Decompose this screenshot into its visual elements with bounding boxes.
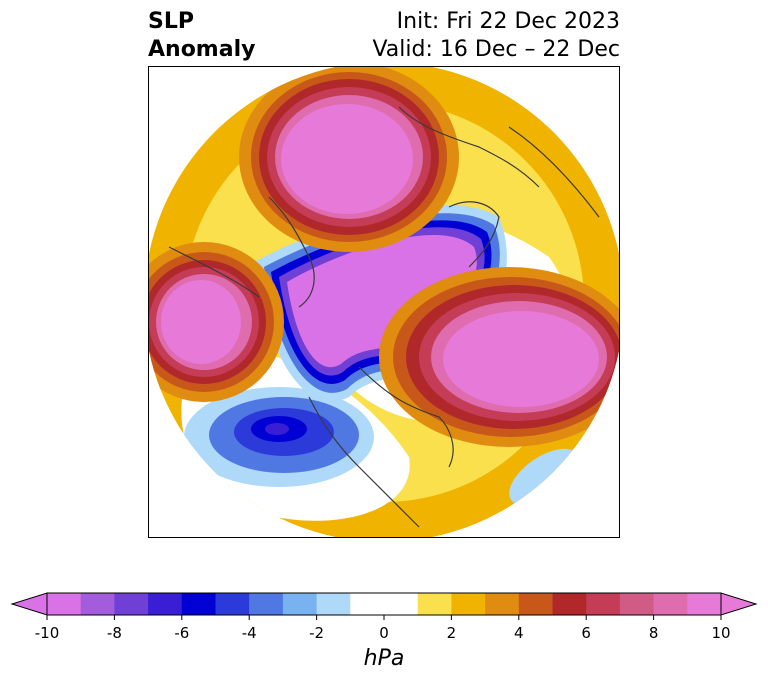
colorbar-swatch (80, 593, 115, 615)
colorbar-swatch (350, 593, 385, 615)
atlantic-high (239, 67, 459, 252)
colorbar-tick-label: -2 (309, 624, 325, 642)
colorbar-swatch (451, 593, 486, 615)
colorbar-swatch (47, 593, 82, 615)
colorbar-extend-high (720, 592, 758, 616)
map-title: SLP Anomaly (148, 8, 255, 64)
colorbar-swatch (282, 593, 318, 615)
anomaly-field (149, 67, 619, 537)
title-line-1: SLP (148, 9, 194, 34)
title-line-2: Anomaly (148, 37, 256, 62)
colorbar-swatch (384, 593, 419, 615)
colorbar-swatch (485, 593, 520, 615)
colorbar-unit-label: hPa (363, 646, 405, 671)
colorbar-swatch (215, 593, 250, 615)
colorbar-tick-label: -4 (241, 624, 257, 642)
init-date-label: Init: Fri 22 Dec 2023 (396, 9, 620, 34)
colorbar (10, 592, 758, 620)
colorbar-swatch (552, 593, 587, 615)
valid-range-label: Valid: 16 Dec – 22 Dec (372, 37, 620, 62)
colorbar-swatch (181, 593, 216, 615)
colorbar-swatch (249, 593, 284, 615)
colorbar-tick-label: 0 (379, 624, 389, 642)
colorbar-swatch (148, 593, 183, 615)
canada-low (184, 387, 374, 487)
colorbar-swatch (687, 593, 722, 615)
map-panel (148, 66, 620, 538)
colorbar-tick-label: -10 (34, 624, 60, 642)
colorbar-swatch (114, 593, 149, 615)
colorbar-swatch (619, 593, 655, 615)
colorbar-swatch (518, 593, 553, 615)
colorbar-tick-label: -8 (106, 624, 122, 642)
colorbar-extend-low (10, 592, 48, 616)
colorbar-tick-label: -6 (174, 624, 190, 642)
colorbar-tick-label: 2 (446, 624, 457, 642)
pacific-high (149, 242, 284, 402)
map-subtitle: Init: Fri 22 Dec 2023 Valid: 16 Dec – 22… (372, 8, 620, 64)
colorbar-swatch (417, 593, 452, 615)
colorbar-swatch (316, 593, 351, 615)
colorbar-swatch (586, 593, 621, 615)
colorbar-tick-label: 4 (514, 624, 524, 642)
colorbar-tick-label: 8 (648, 624, 659, 642)
coastlines (168, 106, 600, 528)
colorbar-tick-label: 6 (581, 624, 591, 642)
siberian-high (379, 267, 619, 447)
anomaly-map (149, 67, 619, 537)
colorbar-swatch (653, 593, 688, 615)
colorbar-tick-label: 10 (711, 624, 731, 642)
